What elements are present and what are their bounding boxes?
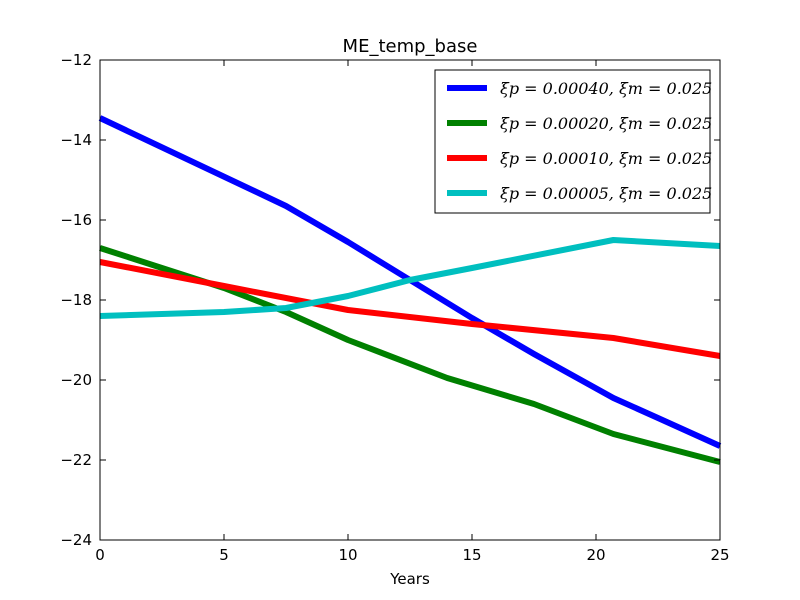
y-tick-label: −20 (60, 371, 92, 389)
y-tick-label: −22 (60, 451, 92, 469)
legend-label-1: ξp = 0.00040, ξm = 0.025 (500, 79, 712, 98)
legend-label-4: ξp = 0.00005, ξm = 0.025 (500, 184, 712, 203)
series-line-2 (99, 245, 721, 465)
legend-box (434, 69, 711, 214)
y-tick-label: −18 (60, 291, 92, 309)
x-tick-label: 15 (462, 546, 481, 564)
x-tick-label: 20 (586, 546, 605, 564)
x-tick-label: 10 (338, 546, 357, 564)
legend-label-2: ξp = 0.00020, ξm = 0.025 (500, 114, 712, 133)
y-tick-label: −24 (60, 531, 92, 549)
y-tick-label: −12 (60, 51, 92, 69)
series-line-3 (99, 259, 721, 359)
x-tick-label: 0 (95, 546, 105, 564)
x-tick-label: 25 (710, 546, 729, 564)
legend-label-3: ξp = 0.00010, ξm = 0.025 (500, 149, 712, 168)
y-tick-label: −14 (60, 131, 92, 149)
series-line-4 (99, 237, 721, 319)
chart-title: ME_temp_base (343, 36, 478, 57)
legend: ξp = 0.00040, ξm = 0.025 ξp = 0.00020, ξm… (434, 69, 712, 214)
series-line-1 (98, 115, 722, 449)
x-axis-label: Years (389, 570, 430, 588)
x-tick-label: 5 (219, 546, 229, 564)
y-tick-label: −16 (60, 211, 92, 229)
series-layer (98, 115, 722, 465)
ticks-layer: 0 5 10 15 20 25 −24 −22 −20 −18 −16 −14 −12 (60, 51, 729, 564)
